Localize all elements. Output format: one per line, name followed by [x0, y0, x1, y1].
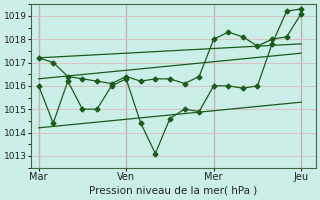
X-axis label: Pression niveau de la mer( hPa ): Pression niveau de la mer( hPa ) — [90, 186, 258, 196]
